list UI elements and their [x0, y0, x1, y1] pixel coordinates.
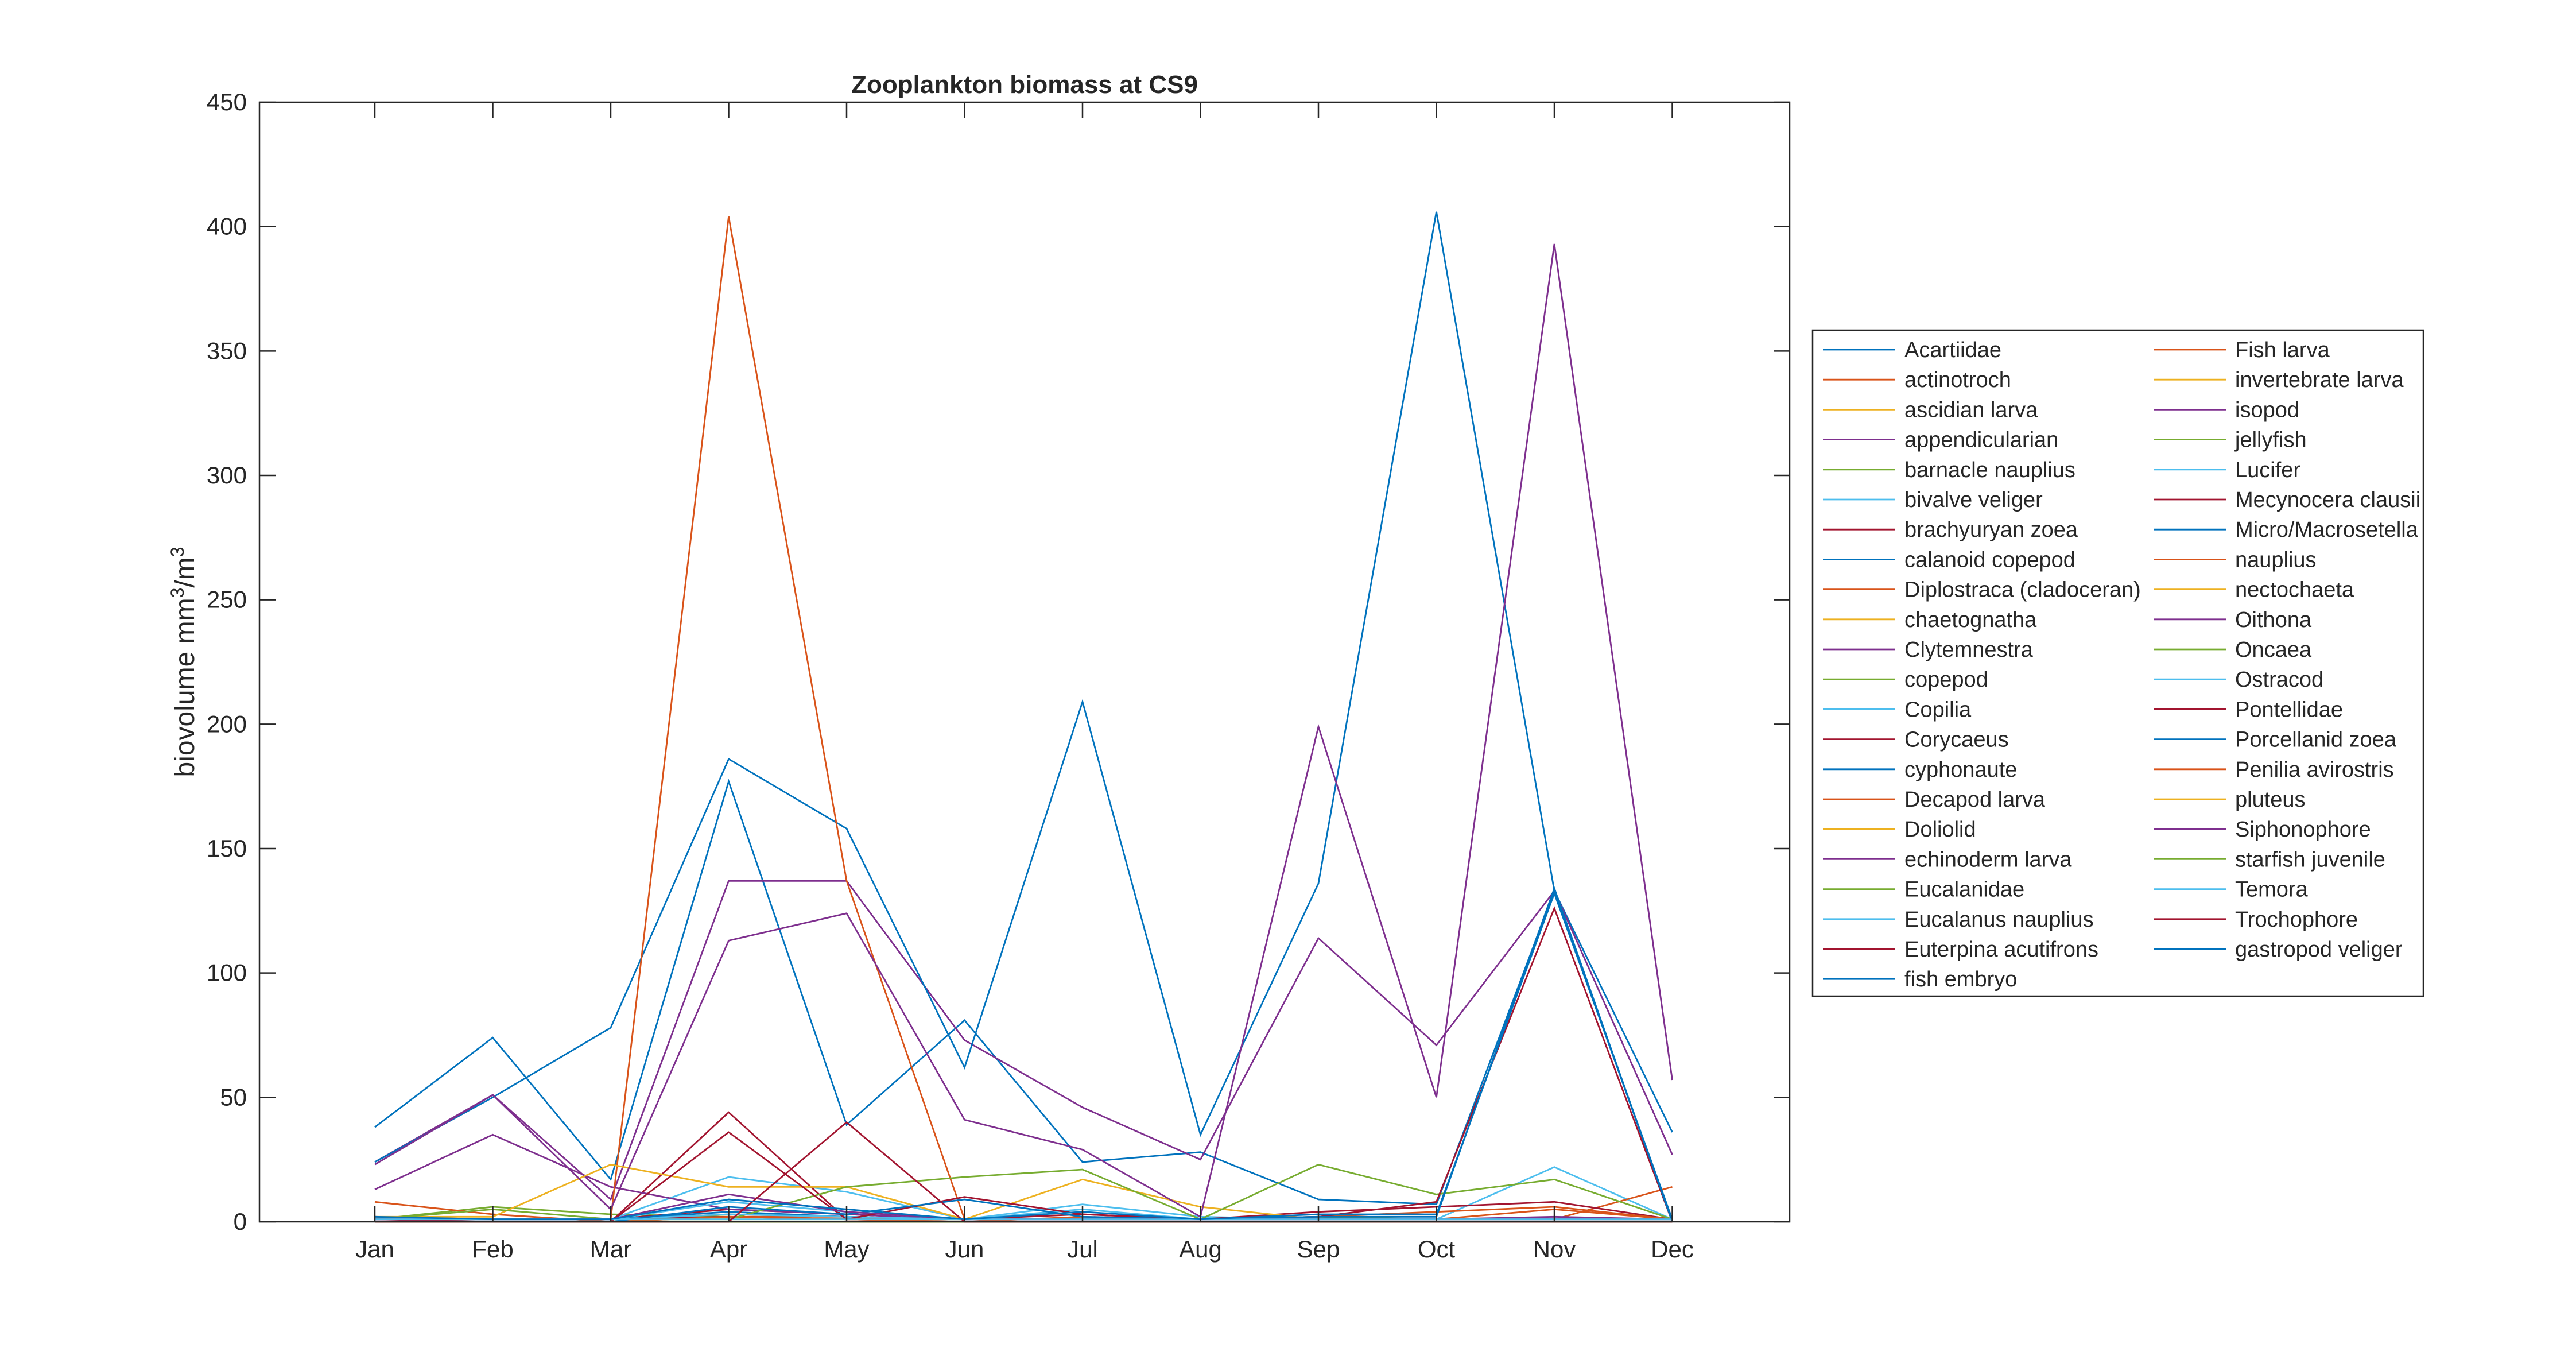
series-line-32 — [374, 243, 1673, 1218]
x-tick-label: Oct — [1418, 1236, 1456, 1263]
legend-item-label: Fish larva — [2235, 338, 2330, 362]
y-axis-label-base: biovolume mm — [170, 598, 200, 777]
legend-item-label: Acartiidae — [1904, 338, 2001, 362]
y-tick-label: 400 — [207, 213, 247, 240]
legend-item-label: copepod — [1904, 668, 1988, 692]
series-line-43 — [374, 890, 1673, 1221]
y-tick-label: 300 — [207, 462, 247, 489]
legend-item-label: nectochaeta — [2235, 578, 2354, 602]
legend-item-label: ascidian larva — [1904, 398, 2038, 422]
x-tick-label: Aug — [1179, 1236, 1222, 1263]
legend-item-label: Oncaea — [2235, 638, 2312, 662]
legend-box — [1811, 329, 2424, 997]
legend-item-label: appendicularian — [1904, 428, 2058, 452]
legend-item-label: actinotroch — [1904, 368, 2011, 392]
legend-item-label: Mecynocera clausii — [2235, 488, 2420, 512]
legend-item-label: Micro/Macrosetella — [2235, 518, 2419, 542]
legend-item-label: Pontellidae — [2235, 698, 2343, 722]
x-tick-label: Dec — [1651, 1236, 1694, 1263]
x-tick-label: Nov — [1533, 1236, 1576, 1263]
y-axis-label-sup2: 3 — [167, 547, 188, 557]
x-tick-label: Jun — [945, 1236, 984, 1263]
legend-item-label: barnacle nauplius — [1904, 458, 2075, 482]
series-line-4 — [374, 880, 1673, 1201]
legend-item-label: Eucalanidae — [1904, 878, 2024, 902]
legend-item-label: Corycaeus — [1904, 728, 2009, 752]
y-tick-label: 0 — [234, 1208, 247, 1235]
legend-item-label: jellyfish — [2234, 428, 2307, 452]
y-tick-label: 350 — [207, 337, 247, 364]
legend-item-label: Ostracod — [2235, 668, 2323, 692]
y-tick-label: 200 — [207, 710, 247, 737]
legend: Acartiidae actinotroch ascidian larva appen… — [1811, 329, 2424, 997]
legend-item-label: pluteus — [2235, 788, 2306, 812]
x-tick-label: Mar — [590, 1236, 631, 1263]
chart-title: Zooplankton biomass at CS9 — [851, 71, 1198, 99]
x-tick-label: Jul — [1067, 1236, 1098, 1263]
legend-item-label: Porcellanid zoea — [2235, 728, 2397, 752]
legend-item-label: Euterpina acutifrons — [1904, 938, 2098, 962]
legend-item-label: isopod — [2235, 398, 2299, 422]
legend-item-label: Doliolid — [1904, 818, 1976, 842]
series-line-33 — [374, 1163, 1673, 1221]
y-tick-label: 450 — [207, 88, 247, 115]
legend-item-label: Siphonophore — [2235, 818, 2371, 842]
legend-item-label: Trochophore — [2235, 908, 2358, 932]
legend-item-label: nauplius — [2235, 548, 2317, 572]
legend-item-label: calanoid copepod — [1904, 548, 2075, 572]
axes-box — [258, 101, 1791, 1223]
x-tick-label: Sep — [1297, 1236, 1340, 1263]
legend-item-label: Temora — [2235, 878, 2309, 902]
y-tick-label: 250 — [207, 586, 247, 613]
y-axis-label: biovolume mm3/m3 — [167, 547, 200, 777]
x-tick-label: Feb — [472, 1236, 513, 1263]
legend-item-label: starfish juvenile — [2235, 847, 2385, 872]
legend-item-label: Lucifer — [2235, 458, 2300, 482]
legend-item-label: bivalve veliger — [1904, 488, 2043, 512]
y-tick-label: 150 — [207, 835, 247, 862]
legend-item-label: Penilia avirostris — [2235, 758, 2394, 782]
legend-item-label: echinoderm larva — [1904, 847, 2072, 872]
plot-background — [259, 102, 1790, 1222]
x-tick-label: Apr — [710, 1236, 747, 1263]
legend-item-label: Copilia — [1904, 698, 1972, 722]
legend-item-label: Diplostraca (cladoceran) — [1904, 578, 2141, 602]
legend-item-label: Oithona — [2235, 608, 2312, 632]
axes-layer: 0 50 100 150 200 250 300 350 400 450 Jan Feb Mar Apr M… — [207, 88, 1791, 1263]
y-tick-label: 50 — [220, 1083, 247, 1110]
y-axis-label-mid: /m — [170, 557, 200, 587]
plot-area — [259, 102, 1790, 1222]
legend-item-label: Clytemnestra — [1904, 638, 2034, 662]
legend-item-label: fish embryo — [1904, 967, 2017, 992]
x-tick-label: Jan — [355, 1236, 394, 1263]
legend-item-label: Eucalanus nauplius — [1904, 908, 2094, 932]
legend-item-label: cyphonaute — [1904, 758, 2018, 782]
legend-item-label: brachyuryan zoea — [1904, 518, 2078, 542]
y-tick-label: 100 — [207, 959, 247, 986]
series-line-8 — [374, 211, 1673, 1222]
legend-item-label: invertebrate larva — [2235, 368, 2404, 392]
y-axis-label-sup1: 3 — [167, 588, 188, 598]
x-tick-label: May — [824, 1236, 869, 1263]
legend-item-label: Decapod larva — [1904, 788, 2046, 812]
legend-item-label: gastropod veliger — [2235, 938, 2403, 962]
legend-item-label: chaetognatha — [1904, 608, 2037, 632]
